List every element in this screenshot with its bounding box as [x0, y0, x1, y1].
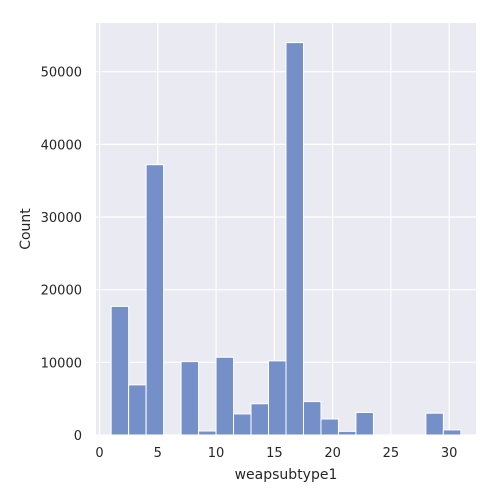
- histogram-bar: [425, 412, 444, 436]
- histogram-bar: [320, 418, 339, 436]
- histogram-bar: [337, 430, 357, 436]
- histogram-bar: [355, 411, 374, 436]
- histogram-bar: [268, 360, 287, 436]
- histogram-bar: [128, 384, 147, 436]
- histogram-bar: [250, 403, 270, 436]
- y-tick-label: 0: [74, 429, 82, 444]
- x-tick-label: 15: [266, 446, 283, 461]
- histogram-bars: [110, 42, 462, 436]
- x-tick-label: 0: [95, 446, 103, 461]
- histogram-bar: [180, 361, 200, 436]
- histogram-bar: [302, 401, 322, 436]
- y-tick-label: 40000: [41, 138, 82, 153]
- x-tick-label: 30: [441, 446, 458, 461]
- x-tick-label: 5: [154, 446, 162, 461]
- y-axis-ticks: 0 10000 20000 30000 40000 50000: [41, 66, 82, 444]
- x-axis-ticks: 0 5 10 15 20 25 30: [95, 446, 457, 461]
- x-axis-label: weapsubtype1: [235, 467, 338, 483]
- histogram-bar: [145, 164, 165, 436]
- x-tick-label: 25: [383, 446, 400, 461]
- y-tick-label: 10000: [41, 356, 82, 371]
- y-tick-label: 20000: [41, 284, 82, 299]
- histogram-bar: [233, 413, 252, 436]
- histogram-bar: [198, 430, 217, 436]
- histogram-bar: [110, 305, 130, 436]
- histogram-bar: [442, 429, 462, 436]
- x-tick-label: 10: [208, 446, 225, 461]
- y-tick-label: 30000: [41, 211, 82, 226]
- y-axis-label: Count: [18, 208, 34, 250]
- x-tick-label: 20: [324, 446, 341, 461]
- histogram-bar: [285, 42, 304, 436]
- histogram-bar: [215, 356, 235, 436]
- y-tick-label: 50000: [41, 66, 82, 81]
